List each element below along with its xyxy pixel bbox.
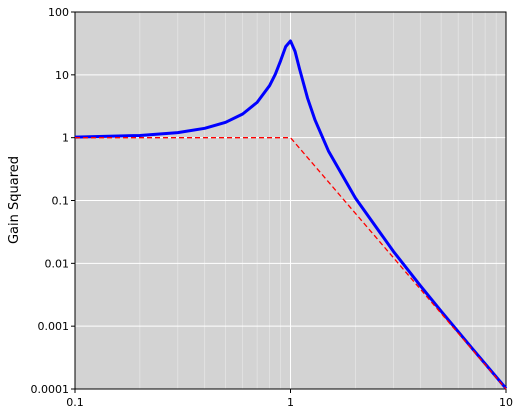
x-tick-label: 10: [499, 396, 513, 409]
plot-frame: [74, 11, 507, 390]
y-tick-label: 0.0001: [31, 383, 70, 396]
y-axis-label: Gain Squared: [7, 156, 22, 244]
y-tick-label: 10: [55, 69, 69, 82]
y-tick-label: 100: [48, 6, 69, 19]
x-tick-label: 1: [287, 396, 294, 409]
y-tick-label: 0.01: [45, 257, 70, 270]
line-series: [75, 137, 507, 390]
x-tick-label: 0.1: [66, 396, 84, 409]
y-tick-label: 0.1: [52, 195, 70, 208]
y-tick-label: 1: [62, 132, 69, 145]
y-tick-label: 0.001: [38, 320, 70, 333]
line-series: [74, 39, 508, 390]
